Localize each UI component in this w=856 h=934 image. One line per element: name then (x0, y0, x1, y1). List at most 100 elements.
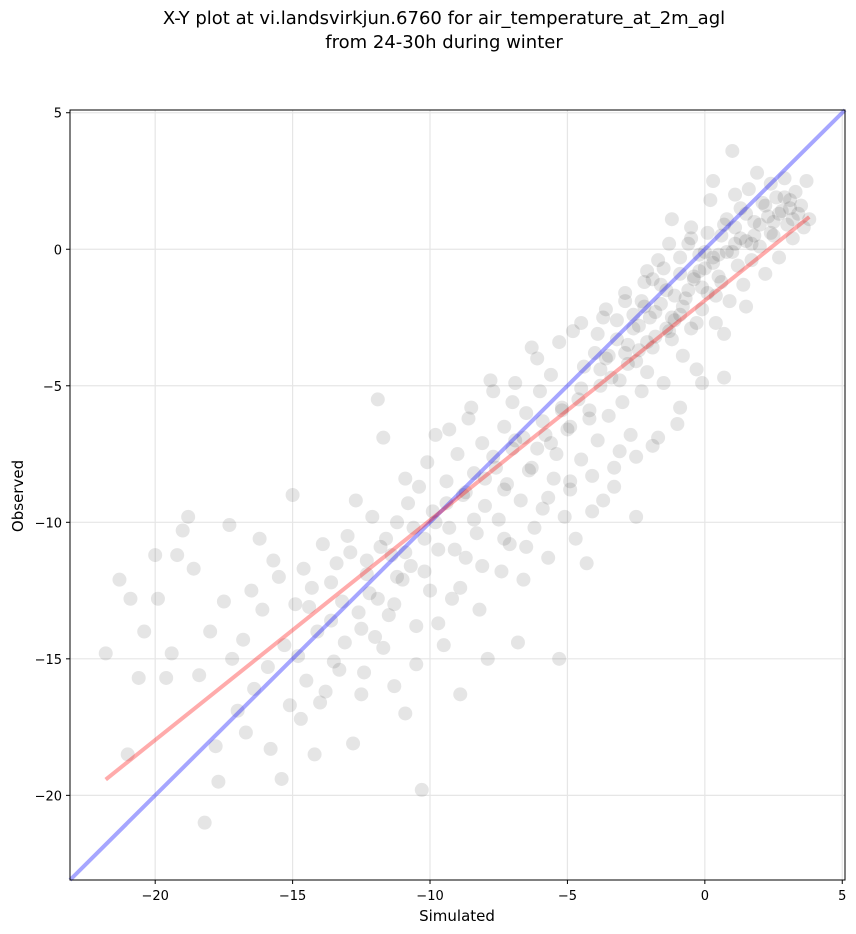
data-point (609, 332, 624, 347)
data-point (733, 201, 748, 216)
data-point (763, 176, 778, 191)
data-point (244, 583, 259, 598)
data-point (354, 621, 369, 636)
data-point (120, 747, 135, 762)
data-point (439, 474, 454, 489)
data-point (225, 651, 240, 666)
data-point (458, 485, 473, 500)
data-point (670, 417, 685, 432)
data-point (299, 673, 314, 688)
data-point (620, 337, 635, 352)
data-point (524, 340, 539, 355)
data-point (747, 214, 762, 229)
data-point (618, 346, 633, 361)
data-point (417, 531, 432, 546)
data-point (543, 367, 558, 382)
data-point (186, 561, 201, 576)
data-point (390, 569, 405, 584)
data-point (684, 220, 699, 235)
data-point (796, 220, 811, 235)
data-point (351, 605, 366, 620)
data-point (508, 433, 523, 448)
data-point (346, 736, 361, 751)
data-point (354, 687, 369, 702)
data-point (420, 455, 435, 470)
data-point (585, 504, 600, 519)
data-point (664, 332, 679, 347)
data-point (758, 266, 773, 281)
data-point (324, 575, 339, 590)
data-point (236, 632, 251, 647)
data-point (755, 195, 770, 210)
data-point (711, 247, 726, 262)
data-point (247, 681, 262, 696)
data-point (453, 687, 468, 702)
regression-line (104, 215, 811, 782)
data-point (497, 482, 512, 497)
data-point (777, 171, 792, 186)
data-point (373, 539, 388, 554)
data-point (549, 447, 564, 462)
data-point (631, 343, 646, 358)
data-point (370, 392, 385, 407)
data-point (409, 619, 424, 634)
y-tick-label: −20 (35, 789, 62, 804)
data-point (513, 493, 528, 508)
data-point (480, 651, 495, 666)
data-point (252, 531, 267, 546)
data-point (675, 348, 690, 363)
data-point (774, 204, 789, 219)
data-point (615, 395, 630, 410)
data-point (664, 310, 679, 325)
data-point (689, 362, 704, 377)
data-point (662, 324, 677, 339)
data-point (777, 190, 792, 205)
data-point (181, 509, 196, 524)
data-point (293, 711, 308, 726)
data-point (722, 294, 737, 309)
data-point (736, 277, 751, 292)
data-point (684, 321, 699, 336)
data-point (472, 602, 487, 617)
data-point (681, 236, 696, 251)
data-point (541, 550, 556, 565)
data-point (362, 586, 377, 601)
data-point (692, 247, 707, 262)
data-point (648, 305, 663, 320)
data-point (497, 419, 512, 434)
data-point (673, 250, 688, 265)
y-tick-label: −10 (35, 516, 62, 531)
data-point (593, 378, 608, 393)
data-point (326, 654, 341, 669)
data-point (98, 646, 113, 661)
data-point (656, 261, 671, 276)
data-point (488, 460, 503, 475)
data-point (565, 324, 580, 339)
data-point (532, 384, 547, 399)
data-point (618, 294, 633, 309)
data-point (554, 403, 569, 418)
data-point (508, 376, 523, 391)
data-point (642, 310, 657, 325)
data-point (175, 523, 190, 538)
data-point (587, 346, 602, 361)
data-point (216, 594, 231, 609)
data-point (521, 463, 536, 478)
x-tick-label: −20 (141, 889, 168, 904)
data-point (769, 190, 784, 205)
data-point (728, 187, 743, 202)
data-point (607, 460, 622, 475)
data-point (170, 548, 185, 563)
data-point (477, 471, 492, 486)
x-tick-label: −10 (416, 889, 443, 904)
data-point (574, 452, 589, 467)
data-point (412, 479, 427, 494)
data-point (335, 594, 350, 609)
data-point (439, 496, 454, 511)
data-point (785, 212, 800, 227)
data-point (543, 436, 558, 451)
data-point (618, 285, 633, 300)
data-point (530, 351, 545, 366)
data-point (689, 315, 704, 330)
data-point (780, 217, 795, 232)
